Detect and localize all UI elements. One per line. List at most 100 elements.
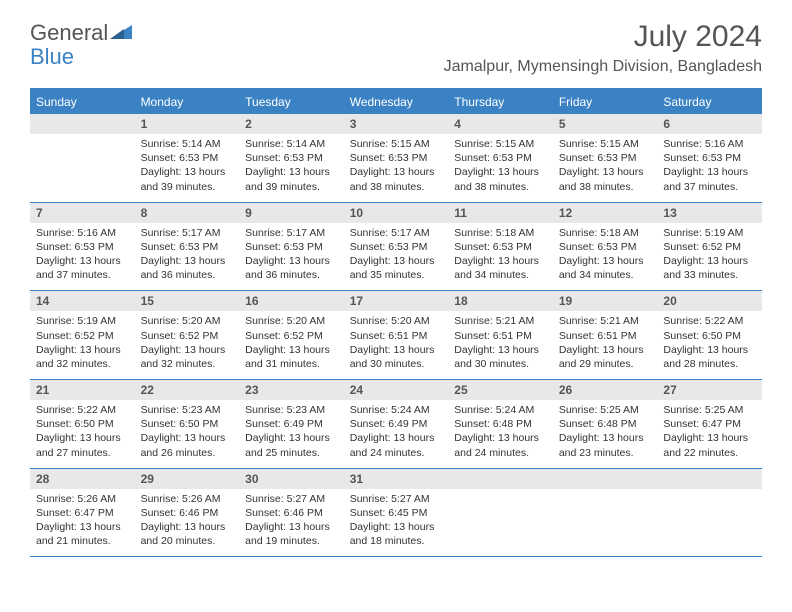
day-header-tue: Tuesday <box>239 90 344 114</box>
logo: General <box>30 20 134 46</box>
sunset-text: Sunset: 6:52 PM <box>36 329 129 343</box>
day-cell: 3Sunrise: 5:15 AMSunset: 6:53 PMDaylight… <box>344 114 449 202</box>
daylight-text: Daylight: 13 hours and 21 minutes. <box>36 520 129 548</box>
daylight-text: Daylight: 13 hours and 33 minutes. <box>663 254 756 282</box>
day-number: 20 <box>657 291 762 311</box>
sunset-text: Sunset: 6:46 PM <box>141 506 234 520</box>
day-cell: 10Sunrise: 5:17 AMSunset: 6:53 PMDayligh… <box>344 203 449 291</box>
logo-text-general: General <box>30 20 108 46</box>
day-number: 17 <box>344 291 449 311</box>
daylight-text: Daylight: 13 hours and 37 minutes. <box>36 254 129 282</box>
sunrise-text: Sunrise: 5:15 AM <box>350 137 443 151</box>
day-header-wed: Wednesday <box>344 90 449 114</box>
sunrise-text: Sunrise: 5:27 AM <box>350 492 443 506</box>
day-cell: 15Sunrise: 5:20 AMSunset: 6:52 PMDayligh… <box>135 291 240 379</box>
day-cell: 1Sunrise: 5:14 AMSunset: 6:53 PMDaylight… <box>135 114 240 202</box>
daylight-text: Daylight: 13 hours and 34 minutes. <box>454 254 547 282</box>
sunset-text: Sunset: 6:50 PM <box>141 417 234 431</box>
weeks-container: 1Sunrise: 5:14 AMSunset: 6:53 PMDaylight… <box>30 114 762 557</box>
day-number: 28 <box>30 469 135 489</box>
day-number: 31 <box>344 469 449 489</box>
day-info: Sunrise: 5:16 AMSunset: 6:53 PMDaylight:… <box>663 137 756 194</box>
day-number: 14 <box>30 291 135 311</box>
daylight-text: Daylight: 13 hours and 32 minutes. <box>141 343 234 371</box>
day-number: 9 <box>239 203 344 223</box>
day-number: 4 <box>448 114 553 134</box>
day-number: 26 <box>553 380 658 400</box>
day-cell <box>448 469 553 557</box>
day-info: Sunrise: 5:23 AMSunset: 6:49 PMDaylight:… <box>245 403 338 460</box>
sunset-text: Sunset: 6:52 PM <box>141 329 234 343</box>
sunrise-text: Sunrise: 5:23 AM <box>141 403 234 417</box>
day-cell: 31Sunrise: 5:27 AMSunset: 6:45 PMDayligh… <box>344 469 449 557</box>
sunrise-text: Sunrise: 5:25 AM <box>559 403 652 417</box>
day-cell: 4 Sunrise: 5:15 AMSunset: 6:53 PMDaylight… <box>448 114 553 202</box>
daylight-text: Daylight: 13 hours and 36 minutes. <box>141 254 234 282</box>
sunset-text: Sunset: 6:53 PM <box>245 240 338 254</box>
daylight-text: Daylight: 13 hours and 30 minutes. <box>350 343 443 371</box>
day-info: Sunrise: 5:14 AMSunset: 6:53 PMDaylight:… <box>141 137 234 194</box>
sunrise-text: Sunrise: 5:21 AM <box>454 314 547 328</box>
sunrise-text: Sunrise: 5:17 AM <box>350 226 443 240</box>
day-number: 7 <box>30 203 135 223</box>
day-cell: 29Sunrise: 5:26 AMSunset: 6:46 PMDayligh… <box>135 469 240 557</box>
day-cell: 9 Sunrise: 5:17 AMSunset: 6:53 PMDaylight… <box>239 203 344 291</box>
sunset-text: Sunset: 6:47 PM <box>663 417 756 431</box>
daylight-text: Daylight: 13 hours and 19 minutes. <box>245 520 338 548</box>
sunrise-text: Sunrise: 5:14 AM <box>245 137 338 151</box>
day-info: Sunrise: 5:26 AMSunset: 6:47 PMDaylight:… <box>36 492 129 549</box>
sunrise-text: Sunrise: 5:18 AM <box>559 226 652 240</box>
sunrise-text: Sunrise: 5:25 AM <box>663 403 756 417</box>
daylight-text: Daylight: 13 hours and 25 minutes. <box>245 431 338 459</box>
sunset-text: Sunset: 6:49 PM <box>350 417 443 431</box>
header: General July 2024 Jamalpur, Mymensingh D… <box>0 0 792 80</box>
day-info: Sunrise: 5:14 AMSunset: 6:53 PMDaylight:… <box>245 137 338 194</box>
week-row: 21Sunrise: 5:22 AMSunset: 6:50 PMDayligh… <box>30 380 762 469</box>
sunrise-text: Sunrise: 5:15 AM <box>454 137 547 151</box>
day-header-mon: Monday <box>135 90 240 114</box>
sunrise-text: Sunrise: 5:17 AM <box>245 226 338 240</box>
day-cell: 17Sunrise: 5:20 AMSunset: 6:51 PMDayligh… <box>344 291 449 379</box>
sunset-text: Sunset: 6:47 PM <box>36 506 129 520</box>
sunset-text: Sunset: 6:53 PM <box>559 240 652 254</box>
sunset-text: Sunset: 6:53 PM <box>36 240 129 254</box>
day-info: Sunrise: 5:15 AMSunset: 6:53 PMDaylight:… <box>454 137 547 194</box>
sunset-text: Sunset: 6:53 PM <box>141 240 234 254</box>
day-cell: 27Sunrise: 5:25 AMSunset: 6:47 PMDayligh… <box>657 380 762 468</box>
daylight-text: Daylight: 13 hours and 30 minutes. <box>454 343 547 371</box>
day-cell: 30Sunrise: 5:27 AMSunset: 6:46 PMDayligh… <box>239 469 344 557</box>
location-text: Jamalpur, Mymensingh Division, Banglades… <box>444 58 762 76</box>
sunrise-text: Sunrise: 5:17 AM <box>141 226 234 240</box>
week-row: 28 Sunrise: 5:26 AMSunset: 6:47 PMDayligh… <box>30 469 762 558</box>
day-number <box>553 469 658 489</box>
day-number: 18 <box>448 291 553 311</box>
day-number <box>30 114 135 134</box>
sunset-text: Sunset: 6:52 PM <box>245 329 338 343</box>
sunset-text: Sunset: 6:53 PM <box>663 151 756 165</box>
day-cell: 22Sunrise: 5:23 AMSunset: 6:50 PMDayligh… <box>135 380 240 468</box>
day-header-thu: Thursday <box>448 90 553 114</box>
sunset-text: Sunset: 6:50 PM <box>36 417 129 431</box>
day-number <box>657 469 762 489</box>
daylight-text: Daylight: 13 hours and 38 minutes. <box>454 165 547 193</box>
sunrise-text: Sunrise: 5:23 AM <box>245 403 338 417</box>
day-info: Sunrise: 5:16 AMSunset: 6:53 PMDaylight:… <box>36 226 129 283</box>
day-number: 24 <box>344 380 449 400</box>
sunset-text: Sunset: 6:49 PM <box>245 417 338 431</box>
day-info: Sunrise: 5:17 AMSunset: 6:53 PMDaylight:… <box>245 226 338 283</box>
day-header-fri: Friday <box>553 90 658 114</box>
sunrise-text: Sunrise: 5:20 AM <box>350 314 443 328</box>
day-info: Sunrise: 5:17 AMSunset: 6:53 PMDaylight:… <box>141 226 234 283</box>
day-cell: 19Sunrise: 5:21 AMSunset: 6:51 PMDayligh… <box>553 291 658 379</box>
daylight-text: Daylight: 13 hours and 27 minutes. <box>36 431 129 459</box>
daylight-text: Daylight: 13 hours and 29 minutes. <box>559 343 652 371</box>
day-number: 25 <box>448 380 553 400</box>
day-number: 21 <box>30 380 135 400</box>
daylight-text: Daylight: 13 hours and 32 minutes. <box>36 343 129 371</box>
daylight-text: Daylight: 13 hours and 38 minutes. <box>559 165 652 193</box>
triangle-icon <box>110 23 132 44</box>
daylight-text: Daylight: 13 hours and 37 minutes. <box>663 165 756 193</box>
day-number: 13 <box>657 203 762 223</box>
sunset-text: Sunset: 6:48 PM <box>454 417 547 431</box>
sunrise-text: Sunrise: 5:27 AM <box>245 492 338 506</box>
